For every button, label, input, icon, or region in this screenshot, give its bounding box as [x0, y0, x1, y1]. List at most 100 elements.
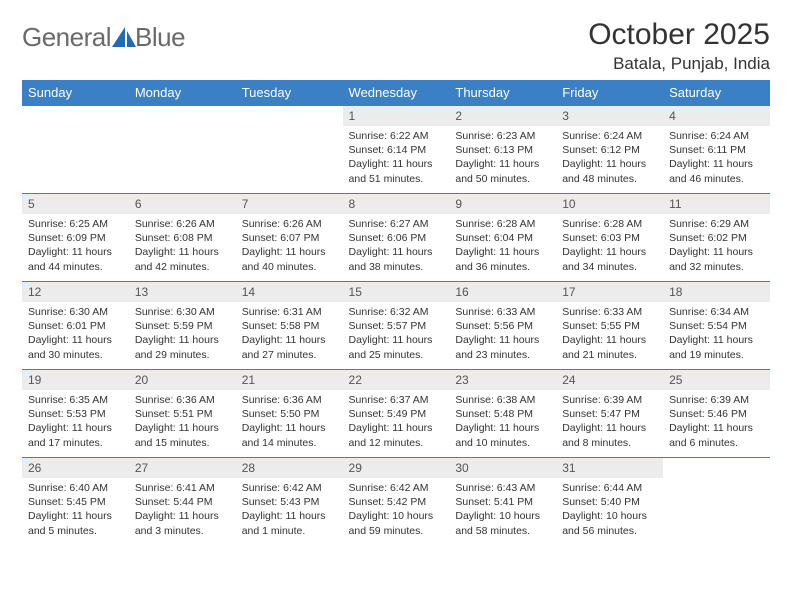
calendar-cell: 6Sunrise: 6:26 AMSunset: 6:08 PMDaylight… — [129, 194, 236, 282]
daylight-text: Daylight: 11 hours and 10 minutes. — [455, 421, 550, 449]
month-title: October 2025 — [588, 18, 770, 52]
calendar-cell: 19Sunrise: 6:35 AMSunset: 5:53 PMDayligh… — [22, 370, 129, 458]
daylight-text: Daylight: 11 hours and 5 minutes. — [28, 509, 123, 537]
day-number: 8 — [343, 194, 450, 214]
daylight-text: Daylight: 11 hours and 46 minutes. — [669, 157, 764, 185]
daylight-text: Daylight: 11 hours and 23 minutes. — [455, 333, 550, 361]
sunrise-text: Sunrise: 6:36 AM — [135, 393, 230, 407]
calendar-week-row: 12Sunrise: 6:30 AMSunset: 6:01 PMDayligh… — [22, 282, 770, 370]
daylight-text: Daylight: 11 hours and 12 minutes. — [349, 421, 444, 449]
day-details: Sunrise: 6:31 AMSunset: 5:58 PMDaylight:… — [236, 302, 343, 364]
calendar-cell: 22Sunrise: 6:37 AMSunset: 5:49 PMDayligh… — [343, 370, 450, 458]
calendar-cell: 25Sunrise: 6:39 AMSunset: 5:46 PMDayligh… — [663, 370, 770, 458]
day-number: 3 — [556, 106, 663, 126]
day-number: 19 — [22, 370, 129, 390]
day-header: Friday — [556, 80, 663, 106]
day-header: Saturday — [663, 80, 770, 106]
sunrise-text: Sunrise: 6:32 AM — [349, 305, 444, 319]
daylight-text: Daylight: 11 hours and 1 minute. — [242, 509, 337, 537]
sunset-text: Sunset: 6:04 PM — [455, 231, 550, 245]
sunset-text: Sunset: 5:40 PM — [562, 495, 657, 509]
day-details: Sunrise: 6:28 AMSunset: 6:04 PMDaylight:… — [449, 214, 556, 276]
sunset-text: Sunset: 6:07 PM — [242, 231, 337, 245]
daylight-text: Daylight: 11 hours and 40 minutes. — [242, 245, 337, 273]
calendar-cell: 15Sunrise: 6:32 AMSunset: 5:57 PMDayligh… — [343, 282, 450, 370]
day-details: Sunrise: 6:39 AMSunset: 5:47 PMDaylight:… — [556, 390, 663, 452]
day-details: Sunrise: 6:35 AMSunset: 5:53 PMDaylight:… — [22, 390, 129, 452]
calendar-cell — [236, 106, 343, 194]
calendar-cell: 12Sunrise: 6:30 AMSunset: 6:01 PMDayligh… — [22, 282, 129, 370]
daylight-text: Daylight: 11 hours and 19 minutes. — [669, 333, 764, 361]
sunrise-text: Sunrise: 6:31 AM — [242, 305, 337, 319]
sunset-text: Sunset: 5:46 PM — [669, 407, 764, 421]
sunrise-text: Sunrise: 6:36 AM — [242, 393, 337, 407]
day-details: Sunrise: 6:33 AMSunset: 5:56 PMDaylight:… — [449, 302, 556, 364]
calendar-cell: 27Sunrise: 6:41 AMSunset: 5:44 PMDayligh… — [129, 458, 236, 546]
sunset-text: Sunset: 5:43 PM — [242, 495, 337, 509]
calendar-week-row: 5Sunrise: 6:25 AMSunset: 6:09 PMDaylight… — [22, 194, 770, 282]
sunrise-text: Sunrise: 6:28 AM — [455, 217, 550, 231]
location-text: Batala, Punjab, India — [588, 54, 770, 74]
day-header-row: Sunday Monday Tuesday Wednesday Thursday… — [22, 80, 770, 106]
logo-sail-icon — [111, 25, 137, 49]
calendar-cell: 21Sunrise: 6:36 AMSunset: 5:50 PMDayligh… — [236, 370, 343, 458]
daylight-text: Daylight: 11 hours and 25 minutes. — [349, 333, 444, 361]
calendar-cell: 18Sunrise: 6:34 AMSunset: 5:54 PMDayligh… — [663, 282, 770, 370]
sunrise-text: Sunrise: 6:24 AM — [669, 129, 764, 143]
day-header: Monday — [129, 80, 236, 106]
day-number: 20 — [129, 370, 236, 390]
calendar-cell: 28Sunrise: 6:42 AMSunset: 5:43 PMDayligh… — [236, 458, 343, 546]
day-number: 31 — [556, 458, 663, 478]
sunset-text: Sunset: 6:01 PM — [28, 319, 123, 333]
day-details: Sunrise: 6:30 AMSunset: 5:59 PMDaylight:… — [129, 302, 236, 364]
day-details: Sunrise: 6:36 AMSunset: 5:51 PMDaylight:… — [129, 390, 236, 452]
calendar-cell: 5Sunrise: 6:25 AMSunset: 6:09 PMDaylight… — [22, 194, 129, 282]
sunset-text: Sunset: 5:44 PM — [135, 495, 230, 509]
sunrise-text: Sunrise: 6:33 AM — [455, 305, 550, 319]
sunset-text: Sunset: 6:09 PM — [28, 231, 123, 245]
daylight-text: Daylight: 11 hours and 36 minutes. — [455, 245, 550, 273]
day-details: Sunrise: 6:34 AMSunset: 5:54 PMDaylight:… — [663, 302, 770, 364]
sunrise-text: Sunrise: 6:33 AM — [562, 305, 657, 319]
calendar-cell: 13Sunrise: 6:30 AMSunset: 5:59 PMDayligh… — [129, 282, 236, 370]
sunrise-text: Sunrise: 6:30 AM — [135, 305, 230, 319]
sunset-text: Sunset: 6:06 PM — [349, 231, 444, 245]
sunrise-text: Sunrise: 6:35 AM — [28, 393, 123, 407]
sunset-text: Sunset: 6:13 PM — [455, 143, 550, 157]
sunset-text: Sunset: 5:58 PM — [242, 319, 337, 333]
sunrise-text: Sunrise: 6:44 AM — [562, 481, 657, 495]
day-details: Sunrise: 6:26 AMSunset: 6:08 PMDaylight:… — [129, 214, 236, 276]
sunset-text: Sunset: 6:12 PM — [562, 143, 657, 157]
daylight-text: Daylight: 11 hours and 48 minutes. — [562, 157, 657, 185]
daylight-text: Daylight: 11 hours and 30 minutes. — [28, 333, 123, 361]
logo-text-b: Blue — [135, 22, 185, 53]
sunrise-text: Sunrise: 6:39 AM — [562, 393, 657, 407]
daylight-text: Daylight: 10 hours and 56 minutes. — [562, 509, 657, 537]
calendar-cell: 4Sunrise: 6:24 AMSunset: 6:11 PMDaylight… — [663, 106, 770, 194]
day-details: Sunrise: 6:24 AMSunset: 6:11 PMDaylight:… — [663, 126, 770, 188]
day-number: 26 — [22, 458, 129, 478]
calendar-cell: 26Sunrise: 6:40 AMSunset: 5:45 PMDayligh… — [22, 458, 129, 546]
sunrise-text: Sunrise: 6:27 AM — [349, 217, 444, 231]
calendar-cell: 2Sunrise: 6:23 AMSunset: 6:13 PMDaylight… — [449, 106, 556, 194]
calendar-cell — [129, 106, 236, 194]
day-number: 27 — [129, 458, 236, 478]
day-number — [236, 106, 343, 112]
calendar-table: Sunday Monday Tuesday Wednesday Thursday… — [22, 80, 770, 546]
day-header: Wednesday — [343, 80, 450, 106]
daylight-text: Daylight: 11 hours and 15 minutes. — [135, 421, 230, 449]
day-number — [22, 106, 129, 112]
day-number: 25 — [663, 370, 770, 390]
day-number: 30 — [449, 458, 556, 478]
sunrise-text: Sunrise: 6:29 AM — [669, 217, 764, 231]
calendar-cell — [663, 458, 770, 546]
daylight-text: Daylight: 11 hours and 38 minutes. — [349, 245, 444, 273]
calendar-cell: 1Sunrise: 6:22 AMSunset: 6:14 PMDaylight… — [343, 106, 450, 194]
title-block: October 2025 Batala, Punjab, India — [588, 18, 770, 74]
daylight-text: Daylight: 11 hours and 32 minutes. — [669, 245, 764, 273]
day-details: Sunrise: 6:38 AMSunset: 5:48 PMDaylight:… — [449, 390, 556, 452]
sunset-text: Sunset: 5:54 PM — [669, 319, 764, 333]
sunset-text: Sunset: 5:49 PM — [349, 407, 444, 421]
daylight-text: Daylight: 11 hours and 44 minutes. — [28, 245, 123, 273]
day-number: 1 — [343, 106, 450, 126]
